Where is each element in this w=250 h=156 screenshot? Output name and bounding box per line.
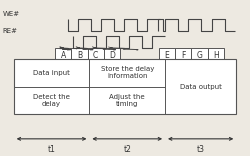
FancyBboxPatch shape bbox=[88, 48, 104, 62]
Text: RE#: RE# bbox=[2, 28, 18, 34]
Text: B: B bbox=[77, 51, 82, 60]
Text: E: E bbox=[164, 51, 169, 60]
FancyBboxPatch shape bbox=[71, 48, 88, 62]
Text: Data input: Data input bbox=[33, 70, 70, 76]
FancyBboxPatch shape bbox=[191, 48, 208, 62]
FancyBboxPatch shape bbox=[14, 59, 236, 114]
Text: t1: t1 bbox=[48, 145, 56, 154]
FancyBboxPatch shape bbox=[55, 48, 71, 62]
FancyBboxPatch shape bbox=[208, 48, 224, 62]
Text: t3: t3 bbox=[197, 145, 205, 154]
Text: Store the delay
information: Store the delay information bbox=[100, 66, 154, 79]
Text: WE#: WE# bbox=[2, 11, 20, 17]
Text: Data output: Data output bbox=[180, 84, 222, 90]
Text: D: D bbox=[109, 51, 115, 60]
Text: G: G bbox=[196, 51, 202, 60]
FancyBboxPatch shape bbox=[159, 48, 175, 62]
Text: H: H bbox=[213, 51, 218, 60]
FancyBboxPatch shape bbox=[104, 48, 120, 62]
Text: Detect the
delay: Detect the delay bbox=[33, 94, 70, 107]
Text: Adjust the
timing: Adjust the timing bbox=[110, 94, 145, 107]
Text: F: F bbox=[181, 51, 185, 60]
Text: A: A bbox=[60, 51, 66, 60]
Text: C: C bbox=[93, 51, 98, 60]
FancyBboxPatch shape bbox=[175, 48, 191, 62]
Text: t2: t2 bbox=[123, 145, 131, 154]
